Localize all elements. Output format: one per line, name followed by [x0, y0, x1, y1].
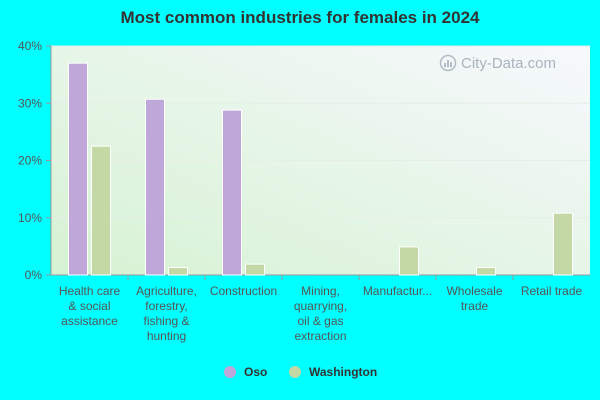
y-tick-label: 10% — [18, 211, 42, 225]
legend-label-oso: Oso — [244, 365, 267, 379]
y-tick-label: 40% — [18, 39, 42, 53]
x-tick-label: Retail trade — [521, 284, 583, 298]
x-tick-label: Agriculture, forestry, fishing & hunting — [136, 284, 197, 343]
legend-swatch-oso — [224, 366, 236, 378]
x-tick-label: Construction — [210, 284, 277, 298]
bar-washington — [399, 246, 419, 276]
bar-oso — [222, 109, 242, 276]
bar-washington — [168, 267, 188, 276]
bars — [68, 62, 573, 276]
y-tick-label: 30% — [18, 96, 42, 110]
legend-swatch-washington — [289, 366, 301, 378]
watermark-text: City-Data.com — [461, 55, 556, 72]
x-tick-label: Health care & social assistance — [59, 284, 121, 328]
legend: Oso Washington — [224, 365, 377, 379]
bar-washington — [91, 145, 111, 276]
watermark: City-Data.com — [439, 54, 556, 72]
x-tick-label: Manufactur... — [363, 284, 432, 298]
category-labels: Health care & social assistance Agriculture… — [59, 284, 583, 343]
y-tick-label: 20% — [18, 154, 42, 168]
watermark-icon — [439, 54, 457, 72]
bar-oso — [68, 62, 88, 276]
bar-washington — [245, 263, 265, 276]
bar-washington — [476, 267, 496, 276]
grid-lines — [51, 45, 590, 219]
x-tick-label: Mining, quarrying, oil & gas extraction — [294, 284, 347, 343]
x-tick-label: Wholesale trade — [446, 284, 502, 313]
axes: 0% 10% 20% 30% 40% — [18, 39, 590, 282]
bar-oso — [145, 98, 165, 276]
bar-washington — [553, 212, 573, 276]
chart-title: Most common industries for females in 20… — [120, 8, 480, 27]
y-tick-label: 0% — [25, 268, 43, 282]
legend-label-washington: Washington — [309, 365, 377, 379]
